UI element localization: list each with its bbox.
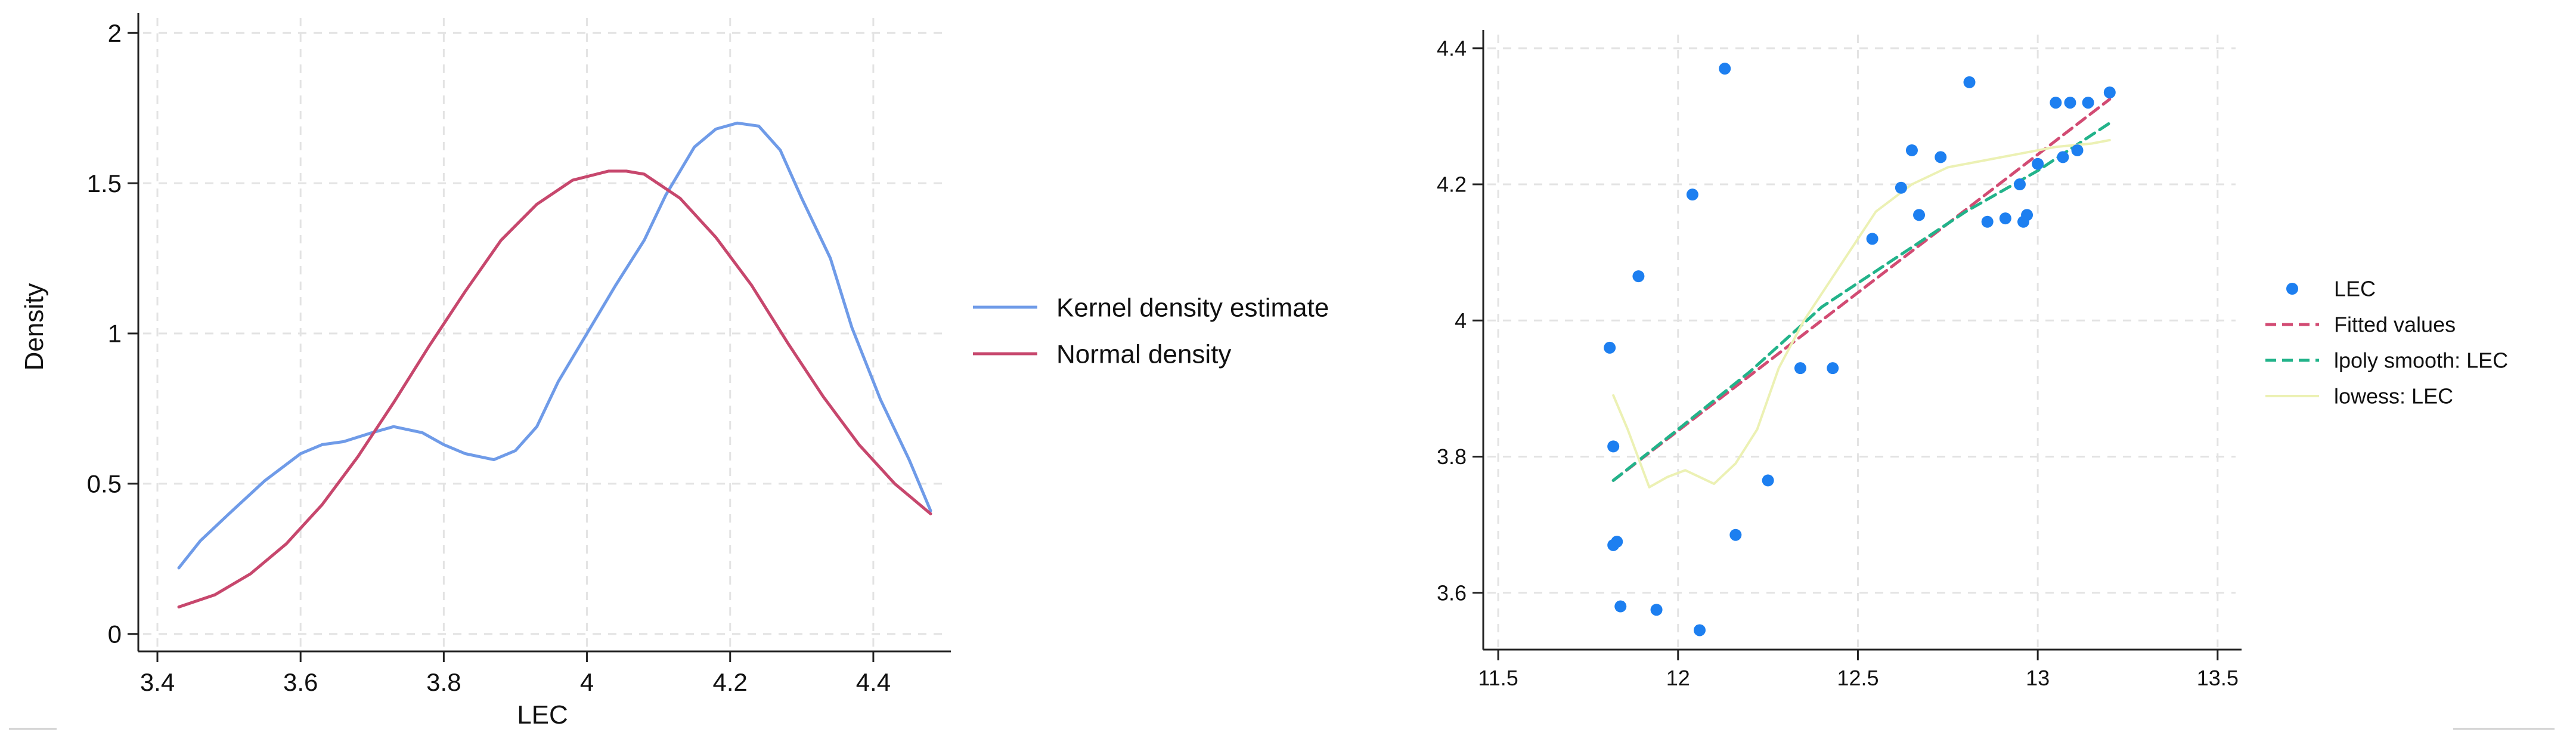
scatter-point-lec <box>1935 151 1947 163</box>
scatter-point-lec <box>1604 341 1616 354</box>
scatter-point-lec <box>1794 362 1806 375</box>
scatter-point-lec <box>1866 233 1878 245</box>
left-x-tick-label: 4.2 <box>713 668 748 696</box>
right-x-tick-label: 12.5 <box>1837 666 1878 690</box>
right-series-line-fitted-values <box>1611 97 2112 482</box>
right-x-tick-label: 11.5 <box>1478 666 1518 690</box>
scatter-point-lec <box>1693 624 1706 636</box>
right-y-tick-label: 4 <box>1455 308 1467 333</box>
left-series-line-normal-density <box>177 169 932 608</box>
scatter-point-lec <box>1650 604 1663 616</box>
scatter-point-lec <box>1686 188 1698 201</box>
legend-label-normal-density: Normal density <box>1056 339 1231 369</box>
left-chart-grid <box>143 18 945 649</box>
left-x-tick-label: 4.4 <box>856 668 891 696</box>
scatter-point-lec <box>1981 215 1994 228</box>
scatter-point-lec <box>1895 181 1907 194</box>
legend-label-lec: LEC <box>2334 277 2376 301</box>
right-chart-axes: 11.5 12 12.5 13 13.5 3.6 3.8 4 4.2 4.4 <box>1437 30 2242 690</box>
scatter-point-lec <box>2082 97 2094 109</box>
left-y-axis-label: Density <box>20 283 49 371</box>
left-chart-axes: 3.4 3.6 3.8 4 4.2 4.4 0 0.5 1 1.5 2 <box>87 13 951 696</box>
right-y-tick-label: 4.2 <box>1437 172 1467 197</box>
legend-label-fitted-values: Fitted values <box>2334 313 2456 337</box>
scatter-point-lec <box>2071 144 2084 156</box>
right-series-line-lowess-lec <box>1612 138 2111 489</box>
left-x-tick-label: 3.6 <box>283 668 318 696</box>
legend-label-kernel-density-estimate: Kernel density estimate <box>1056 293 1329 322</box>
left-y-tick-label: 2 <box>108 19 122 47</box>
legend-label-lowess-lec: lowess: LEC <box>2334 384 2453 409</box>
scatter-point-lec <box>1719 63 1731 75</box>
scatter-point-lec <box>1827 362 1839 375</box>
left-chart-series <box>177 121 932 608</box>
scatter-point-lec <box>2103 86 2116 98</box>
legend-label-lpoly-smooth-lec: lpoly smooth: LEC <box>2334 348 2508 373</box>
scatter-point-lec <box>2021 209 2033 221</box>
right-x-tick-label: 12 <box>1666 666 1690 690</box>
right-y-tick-label: 3.8 <box>1437 444 1467 469</box>
right-x-tick-label: 13 <box>2026 666 2050 690</box>
right-chart-legend: LEC Fitted values lpoly smooth: LEC lowess:… <box>2265 277 2508 409</box>
left-x-tick-label: 4 <box>580 668 594 696</box>
right-chart-series <box>1604 63 2116 636</box>
right-x-tick-label: 13.5 <box>2197 666 2239 690</box>
scatter-point-lec <box>1913 209 1926 221</box>
scatter-point-lec <box>2064 97 2076 109</box>
scatter-point-lec <box>1611 536 1623 548</box>
scatter-point-lec <box>1607 440 1620 453</box>
scatter-point-lec <box>1999 212 2011 225</box>
scatter-point-lec <box>1729 529 1742 541</box>
left-y-tick-label: 1 <box>108 320 122 348</box>
left-x-axis-label: LEC <box>517 700 568 730</box>
left-x-tick-label: 3.4 <box>140 668 175 696</box>
left-chart-legend: Kernel density estimate Normal density <box>973 293 1329 369</box>
scatter-point-lec <box>2050 97 2062 109</box>
right-series-line-lpoly-smooth-lec <box>1611 121 2112 482</box>
left-y-tick-label: 1.5 <box>87 169 122 197</box>
right-y-tick-label: 3.6 <box>1437 580 1467 605</box>
scatter-point-lec <box>2032 157 2044 170</box>
scatter-point-lec <box>1762 474 1774 487</box>
left-y-tick-label: 0.5 <box>87 470 122 498</box>
scatter-point-lec <box>1614 600 1627 613</box>
right-chart-grid <box>1487 35 2236 647</box>
left-y-tick-label: 0 <box>108 620 122 648</box>
left-x-tick-label: 3.8 <box>426 668 461 696</box>
left-series-line-kernel-density-estimate <box>177 121 932 570</box>
right-y-tick-label: 4.4 <box>1437 36 1467 60</box>
scatter-point-lec <box>1963 76 1976 88</box>
scatter-point-lec <box>2057 151 2069 163</box>
scatter-point-lec <box>1632 270 1645 283</box>
legend-swatch-lec <box>2286 283 2298 295</box>
scatter-point-lec <box>1905 144 1918 156</box>
scatter-point-lec <box>2013 178 2026 191</box>
